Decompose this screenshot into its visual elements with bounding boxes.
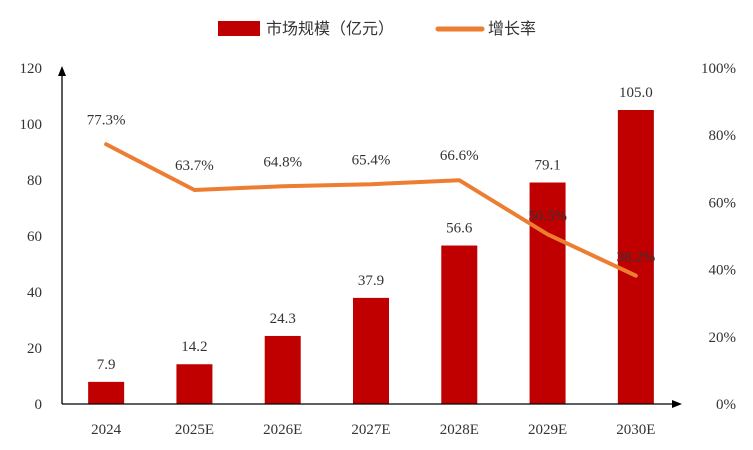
bar-data-labels: 7.9 14.2 24.3 37.9 56.6 79.1 105.0 — [97, 85, 653, 373]
bar-2024 — [88, 381, 125, 404]
right-axis-tick-label: 80% — [709, 128, 737, 144]
growth-rate-point — [547, 233, 549, 235]
bar-data-label: 7.9 — [97, 357, 116, 373]
right-axis-tick-label: 20% — [709, 330, 737, 346]
growth-rate-data-label: 50.5% — [528, 208, 567, 224]
x-axis-tick-label: 2024 — [91, 422, 122, 438]
legend: 市场规模（亿元） 增长率 — [218, 19, 536, 38]
bar-2029E — [529, 182, 566, 404]
x-axis-tick-label: 2027E — [351, 422, 390, 438]
growth-rate-point — [635, 275, 637, 277]
bar-data-label: 37.9 — [358, 273, 384, 289]
line-data-labels: 77.3% 63.7% 64.8% 65.4% 66.6% 50.5% 38.2% — [87, 112, 655, 265]
y-axis-arrow — [58, 66, 66, 76]
growth-rate-point — [282, 185, 284, 187]
right-axis-tick-label: 60% — [709, 195, 737, 211]
bar-series — [88, 110, 654, 404]
axes — [58, 66, 682, 408]
bar-data-label: 24.3 — [270, 311, 296, 327]
left-axis-tick-label: 60 — [27, 229, 42, 245]
growth-rate-point — [370, 183, 372, 185]
left-axis-tick-label: 80 — [27, 173, 42, 189]
growth-rate-point — [105, 143, 107, 145]
line-series — [104, 142, 638, 278]
bar-2030E — [617, 110, 654, 404]
x-axis-tick-label: 2030E — [616, 422, 655, 438]
x-axis-tick-label: 2028E — [440, 422, 479, 438]
left-axis-tick-label: 0 — [35, 397, 43, 413]
growth-rate-data-label: 38.2% — [616, 250, 655, 266]
left-axis-tick-label: 100 — [20, 117, 43, 133]
x-axis-tick-label: 2025E — [175, 422, 214, 438]
bar-data-label: 79.1 — [534, 158, 560, 174]
right-axis-tick-label: 100% — [701, 61, 736, 77]
bar-data-label: 14.2 — [181, 339, 207, 355]
x-axis-tick-label: 2026E — [263, 422, 302, 438]
growth-rate-data-label: 64.8% — [263, 154, 302, 170]
right-axis-tick-label: 40% — [709, 263, 737, 279]
x-axis-ticks: 2024 2025E 2026E 2027E 2028E 2029E 2030E — [91, 422, 655, 438]
left-axis-ticks: 0 20 40 60 80 100 120 — [20, 61, 43, 413]
x-axis-arrow — [672, 400, 682, 408]
left-axis-tick-label: 40 — [27, 285, 42, 301]
growth-rate-data-label: 66.6% — [440, 148, 479, 164]
left-axis-tick-label: 20 — [27, 341, 42, 357]
x-axis-tick-label: 2029E — [528, 422, 567, 438]
right-axis-ticks: 0% 20% 40% 60% 80% 100% — [701, 61, 736, 413]
bar-2027E — [353, 297, 389, 404]
growth-rate-point — [458, 179, 460, 181]
legend-label-market-size: 市场规模（亿元） — [266, 19, 394, 38]
right-axis-tick-label: 0% — [716, 397, 736, 413]
left-axis-tick-label: 120 — [20, 61, 43, 77]
growth-rate-data-label: 63.7% — [175, 158, 214, 174]
growth-rate-data-label: 65.4% — [352, 152, 391, 168]
bar-2026E — [264, 335, 301, 404]
bar-data-label: 105.0 — [619, 85, 653, 101]
legend-swatch-market-size — [218, 21, 260, 36]
bar-2025E — [176, 364, 213, 404]
bar-data-label: 56.6 — [446, 221, 473, 237]
legend-label-growth-rate: 增长率 — [488, 19, 536, 38]
growth-rate-data-label: 77.3% — [87, 112, 126, 128]
bar-2028E — [441, 245, 478, 404]
growth-rate-point — [193, 189, 195, 191]
